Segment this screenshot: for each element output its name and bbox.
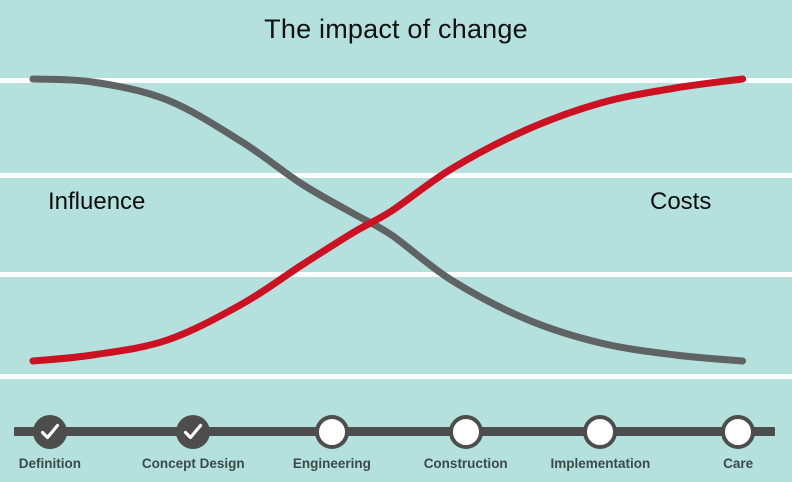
- gridline-1: [0, 78, 792, 83]
- timeline-track: [14, 427, 775, 436]
- milestone-label-concept-design: Concept Design: [141, 456, 245, 471]
- series-label-costs: Costs: [650, 188, 712, 215]
- milestone-label-engineering: Engineering: [292, 456, 371, 471]
- costs-curve: [29, 75, 747, 365]
- gridline-2: [0, 173, 792, 178]
- milestone-implementation[interactable]: [583, 415, 618, 449]
- milestone-concept-design[interactable]: [176, 415, 211, 449]
- milestone-engineering[interactable]: [314, 415, 349, 449]
- page-title: The impact of change: [264, 14, 528, 44]
- project-phase-timeline: Definition Concept Design Engineering Const…: [0, 405, 792, 482]
- milestone-care[interactable]: [721, 415, 756, 449]
- plot-area: Influence Costs: [0, 60, 792, 405]
- series-label-influence: Influence: [48, 188, 146, 215]
- series-curves: [29, 75, 747, 365]
- influence-curve: [29, 75, 747, 365]
- milestone-label-definition: Definition: [18, 456, 82, 471]
- check-icon: [40, 423, 59, 440]
- check-icon: [184, 423, 203, 440]
- milestone-label-care: Care: [723, 456, 754, 471]
- milestone-construction[interactable]: [448, 415, 483, 449]
- milestone-definition[interactable]: [32, 415, 67, 449]
- gridline-4: [0, 374, 792, 379]
- gridline-3: [0, 272, 792, 277]
- milestone-label-implementation: Implementation: [550, 456, 651, 471]
- milestone-label-construction: Construction: [423, 456, 508, 471]
